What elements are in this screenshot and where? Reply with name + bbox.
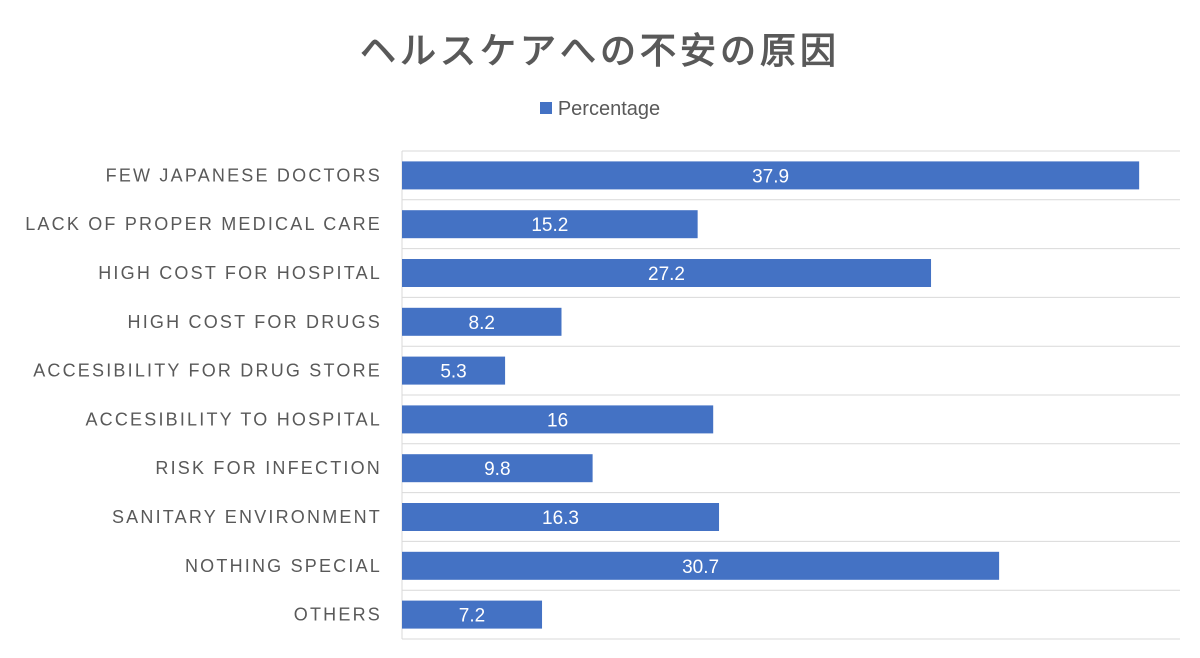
- legend[interactable]: Percentage: [0, 98, 1200, 121]
- chart-title: ヘルスケアへの不安の原因: [359, 31, 840, 72]
- category-label: ACCESIBILITY FOR DRUG STORE: [33, 361, 382, 381]
- bar[interactable]: [402, 259, 932, 287]
- bar[interactable]: [402, 405, 714, 434]
- data-label: 37.9: [752, 166, 789, 187]
- data-label: 15.2: [531, 215, 568, 236]
- data-label: 27.2: [648, 264, 685, 285]
- bar[interactable]: [402, 210, 698, 239]
- data-label: 7.2: [459, 606, 485, 627]
- category-label: FEW JAPANESE DOCTORS: [106, 165, 382, 185]
- category-label: ACCESIBILITY TO HOSPITAL: [85, 409, 382, 429]
- legend-label: Percentage: [557, 98, 661, 120]
- category-label: SANITARY ENVIRONMENT: [112, 507, 382, 527]
- data-label: 9.8: [484, 459, 510, 480]
- category-label: HIGH COST FOR DRUGS: [128, 312, 382, 332]
- category-label: NOTHING SPECIAL: [185, 556, 382, 576]
- bar[interactable]: [402, 161, 1140, 190]
- data-label: 5.3: [440, 362, 466, 383]
- category-label: RISK FOR INFECTION: [155, 458, 382, 478]
- category-label: HIGH COST FOR HOSPITAL: [98, 263, 382, 283]
- data-label: 16: [547, 410, 568, 431]
- data-label: 8.2: [469, 313, 495, 334]
- bar[interactable]: [402, 600, 543, 629]
- legend-swatch: [539, 101, 552, 114]
- bar[interactable]: [402, 454, 593, 483]
- bar[interactable]: [402, 503, 720, 531]
- data-label: 30.7: [682, 557, 719, 578]
- bar[interactable]: [402, 307, 562, 336]
- bar[interactable]: [402, 356, 506, 385]
- bar[interactable]: [402, 551, 1000, 580]
- data-label: 16.3: [542, 508, 579, 529]
- category-label: LACK OF PROPER MEDICAL CARE: [25, 214, 382, 234]
- category-label: OTHERS: [294, 605, 382, 625]
